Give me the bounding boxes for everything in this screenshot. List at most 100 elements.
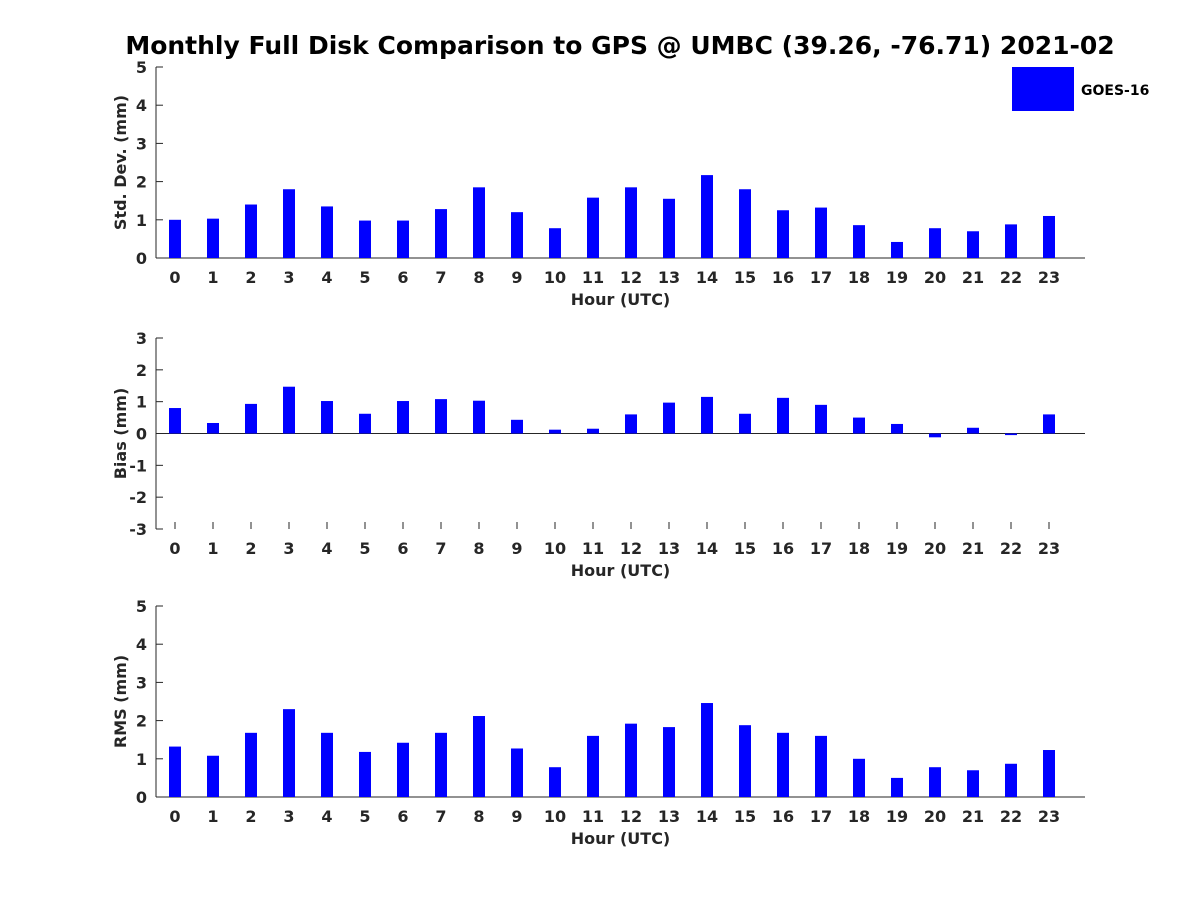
legend-swatch-goes-16 (1012, 67, 1074, 111)
x-tick-label: 2 (245, 268, 256, 287)
y-tick-label: 0 (136, 425, 147, 444)
x-tick-label: 10 (544, 268, 566, 287)
bar-hour-10 (549, 429, 561, 434)
x-tick-label: 7 (435, 539, 446, 558)
x-tick-label: 16 (772, 268, 794, 287)
y-tick-label: 4 (136, 96, 147, 115)
x-tick-label: 19 (886, 539, 908, 558)
bar-hour-21 (967, 770, 979, 797)
figure-title: Monthly Full Disk Comparison to GPS @ UM… (125, 31, 1114, 60)
y-tick-label: 1 (136, 393, 147, 412)
bar-hour-4 (321, 732, 333, 797)
bar-hour-22 (1005, 763, 1017, 797)
y-axis-label: Bias (mm) (111, 388, 130, 480)
bar-hour-14 (701, 703, 713, 797)
x-tick-label: 2 (245, 539, 256, 558)
y-axis-label: RMS (mm) (111, 655, 130, 748)
x-tick-label: 18 (848, 807, 870, 826)
x-tick-label: 20 (924, 539, 946, 558)
bar-hour-2 (245, 403, 257, 434)
x-tick-label: 6 (397, 268, 408, 287)
y-tick-label: -1 (129, 456, 147, 475)
bar-hour-17 (815, 735, 827, 797)
bar-hour-9 (511, 419, 523, 434)
x-tick-label: 13 (658, 268, 680, 287)
x-tick-label: 11 (582, 268, 604, 287)
x-tick-label: 2 (245, 807, 256, 826)
bar-hour-1 (207, 755, 219, 797)
bar-hour-0 (169, 219, 181, 258)
y-tick-label: 4 (136, 635, 147, 654)
y-tick-label: -2 (129, 488, 147, 507)
x-tick-label: 0 (169, 807, 180, 826)
x-tick-label: 7 (435, 807, 446, 826)
x-tick-label: 16 (772, 539, 794, 558)
x-tick-label: 13 (658, 539, 680, 558)
bar-hour-23 (1043, 215, 1055, 258)
bar-hour-9 (511, 748, 523, 797)
bar-hour-13 (663, 198, 675, 258)
x-tick-label: 5 (359, 268, 370, 287)
x-tick-label: 1 (207, 807, 218, 826)
x-tick-label: 5 (359, 807, 370, 826)
bar-hour-3 (283, 189, 295, 258)
bar-hour-18 (853, 225, 865, 258)
bar-hour-19 (891, 777, 903, 797)
y-axis-label: Std. Dev. (mm) (111, 95, 130, 230)
bar-hour-20 (929, 433, 941, 438)
bar-hour-15 (739, 189, 751, 258)
bar-hour-18 (853, 758, 865, 797)
bar-hour-7 (435, 732, 447, 797)
x-tick-label: 9 (511, 807, 522, 826)
bar-hour-8 (473, 187, 485, 258)
x-axis-label: Hour (UTC) (571, 829, 671, 848)
bar-hour-21 (967, 231, 979, 258)
x-tick-label: 9 (511, 268, 522, 287)
x-tick-label: 17 (810, 539, 832, 558)
bar-hour-2 (245, 732, 257, 797)
x-tick-label: 1 (207, 268, 218, 287)
x-tick-label: 23 (1038, 539, 1060, 558)
bar-hour-6 (397, 742, 409, 797)
x-tick-label: 21 (962, 807, 984, 826)
bar-hour-14 (701, 396, 713, 434)
x-tick-label: 14 (696, 268, 718, 287)
bar-hour-1 (207, 422, 219, 434)
x-tick-label: 20 (924, 807, 946, 826)
legend-label-goes-16: GOES-16 (1081, 83, 1149, 99)
x-tick-label: 4 (321, 268, 332, 287)
x-tick-label: 8 (473, 268, 484, 287)
x-tick-label: 6 (397, 807, 408, 826)
y-tick-label: 5 (136, 58, 147, 77)
x-tick-label: 14 (696, 539, 718, 558)
x-tick-label: 17 (810, 268, 832, 287)
y-tick-label: 2 (136, 173, 147, 192)
bar-hour-8 (473, 716, 485, 797)
x-tick-label: 10 (544, 807, 566, 826)
bar-hour-6 (397, 401, 409, 434)
x-tick-label: 16 (772, 807, 794, 826)
x-tick-label: 21 (962, 268, 984, 287)
bar-hour-11 (587, 197, 599, 258)
y-tick-label: 5 (136, 597, 147, 616)
bar-hour-23 (1043, 750, 1055, 797)
bar-hour-16 (777, 210, 789, 258)
bar-hour-7 (435, 399, 447, 434)
x-tick-label: 3 (283, 539, 294, 558)
x-tick-label: 23 (1038, 807, 1060, 826)
bar-hour-12 (625, 187, 637, 258)
bar-hour-0 (169, 746, 181, 797)
bar-hour-4 (321, 206, 333, 258)
bar-hour-22 (1005, 433, 1017, 436)
x-tick-label: 19 (886, 807, 908, 826)
x-tick-label: 15 (734, 539, 756, 558)
y-tick-label: 3 (136, 329, 147, 348)
x-tick-label: 12 (620, 807, 642, 826)
x-tick-label: 15 (734, 268, 756, 287)
bar-hour-17 (815, 207, 827, 258)
x-tick-label: 10 (544, 539, 566, 558)
bar-hour-22 (1005, 224, 1017, 258)
